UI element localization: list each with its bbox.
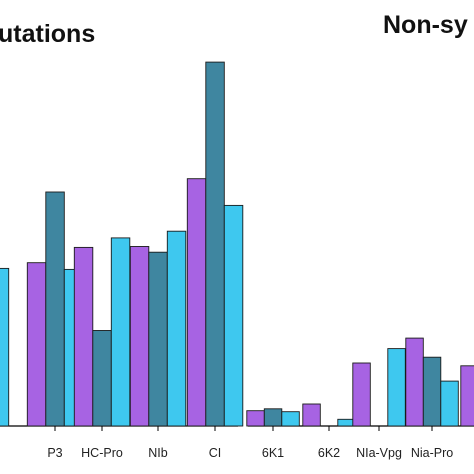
bar-right-6k2-purple [302,403,321,427]
bar-left-p3-purple [26,262,47,427]
right-panel-title: Non-sy [383,11,468,39]
bar-left-cut-cyan [0,267,10,427]
bar-left-hc-pro-cyan [110,237,131,427]
x-tick-label: P3 [47,446,62,460]
left-panel-title: utations [0,20,95,48]
bar-left-ci-teal [205,61,225,427]
bar-left-ci-cyan [223,204,244,427]
bar-right-6k1-purple [246,410,265,427]
x-tick-label: HC-Pro [81,446,123,460]
bar-right-nia-pro-cyan [440,380,459,427]
bar-right-nia-pro-teal [422,356,442,427]
bar-left-hc-pro-purple [73,246,94,427]
bar-right-cut-purple [460,365,474,427]
bar-right-6k1-teal [263,408,283,427]
bar-right-nia-pro-purple [405,337,424,427]
x-tick-label: NIb [148,446,168,460]
x-tick-label: 6K1 [262,446,284,460]
bar-left-hc-pro-teal [92,330,112,427]
bar-right-nia-vpg-purple [352,362,371,427]
bar-left-nib-teal [148,251,168,427]
x-tick-label: Nia-Pro [411,446,453,460]
bar-right-nia-vpg-cyan [387,348,406,427]
bar-left-ci-purple [186,178,207,427]
bar-left-nib-purple [129,246,150,427]
bar-left-p3-teal [45,191,65,427]
bar-left-nib-cyan [166,230,187,427]
x-tick-label: 6K2 [318,446,340,460]
x-tick-label: CI [209,446,222,460]
x-tick-label: NIa-Vpg [356,446,402,460]
bar-right-6k1-cyan [281,411,300,427]
